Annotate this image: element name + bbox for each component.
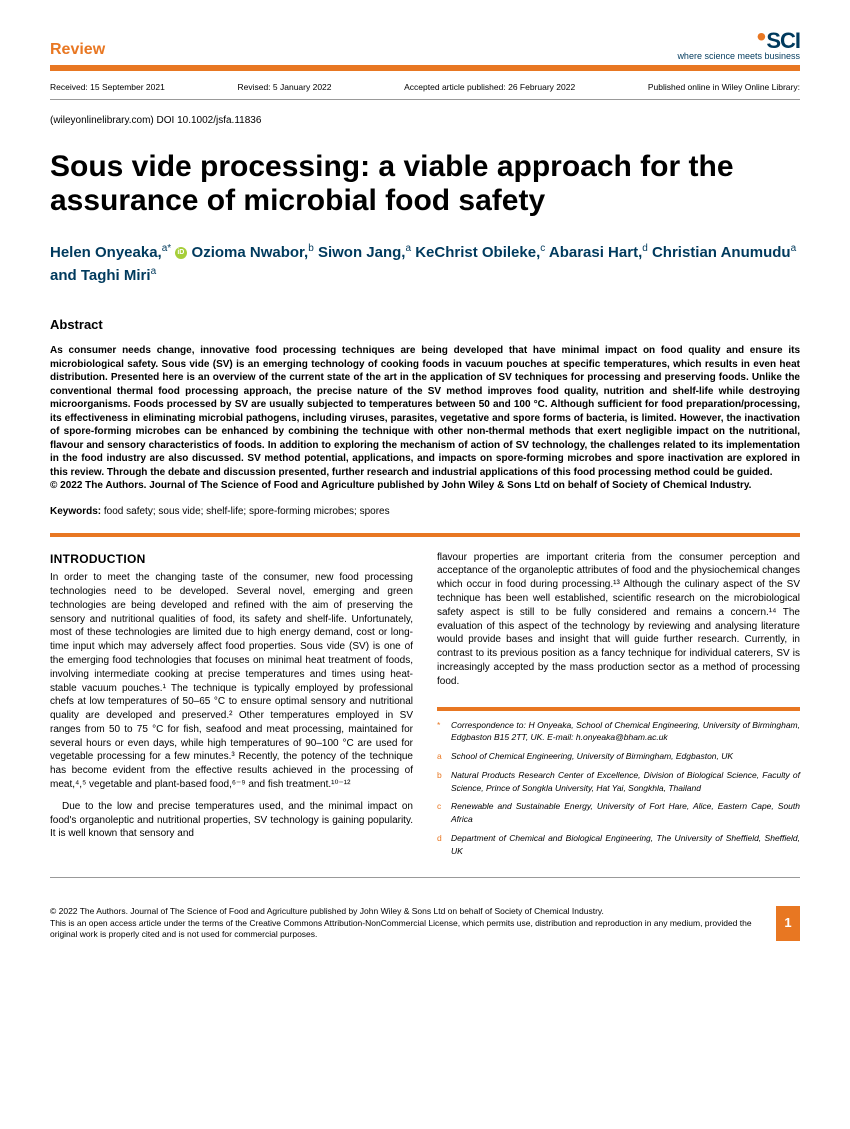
keywords-text: food safety; sous vide; shelf-life; spor…	[101, 506, 389, 517]
footer-rule	[50, 877, 800, 878]
affil-c: Renewable and Sustainable Energy, Univer…	[451, 800, 800, 826]
top-row: Review •SCI where science meets business	[50, 30, 800, 61]
correspondence: Correspondence to: H Onyeaka, School of …	[451, 719, 800, 745]
published-date: Published online in Wiley Online Library…	[648, 82, 800, 94]
right-column: flavour properties are important criteri…	[437, 551, 800, 864]
intro-p2: Due to the low and precise temperatures …	[50, 800, 413, 841]
affiliations-box: *Correspondence to: H Onyeaka, School of…	[437, 707, 800, 858]
received-date: Received: 15 September 2021	[50, 82, 165, 94]
affil-a: School of Chemical Engineering, Universi…	[451, 750, 733, 763]
page-number-tab: 1	[776, 906, 800, 940]
abstract-text: As consumer needs change, innovative foo…	[50, 345, 800, 478]
revised-date: Revised: 5 January 2022	[237, 82, 331, 94]
logo-tagline: where science meets business	[677, 51, 800, 61]
footer: © 2022 The Authors. Journal of The Scien…	[50, 896, 800, 940]
intro-heading: INTRODUCTION	[50, 551, 413, 568]
body-columns: INTRODUCTION In order to meet the changi…	[50, 551, 800, 864]
affil-b: Natural Products Research Center of Exce…	[451, 769, 800, 795]
keywords-label: Keywords:	[50, 506, 101, 517]
accepted-date: Accepted article published: 26 February …	[404, 82, 575, 94]
thin-rule	[50, 99, 800, 100]
abstract-copyright: © 2022 The Authors. Journal of The Scien…	[50, 480, 751, 491]
review-label: Review	[50, 39, 105, 61]
section-divider	[50, 533, 800, 537]
abstract-body: As consumer needs change, innovative foo…	[50, 344, 800, 493]
footer-license: This is an open access article under the…	[50, 918, 752, 939]
publication-dates: Received: 15 September 2021 Revised: 5 J…	[50, 79, 800, 97]
divider-bar	[50, 65, 800, 71]
keywords: Keywords: food safety; sous vide; shelf-…	[50, 505, 800, 519]
intro-p1: In order to meet the changing taste of t…	[50, 571, 413, 792]
left-column: INTRODUCTION In order to meet the changi…	[50, 551, 413, 864]
author-list: Helen Onyeaka,a* Ozioma Nwabor,b Siwon J…	[50, 241, 800, 288]
footer-copyright: © 2022 The Authors. Journal of The Scien…	[50, 906, 604, 916]
article-title: Sous vide processing: a viable approach …	[50, 150, 800, 219]
affil-d: Department of Chemical and Biological En…	[451, 832, 800, 858]
doi-line: (wileyonlinelibrary.com) DOI 10.1002/jsf…	[50, 114, 800, 128]
footer-text: © 2022 The Authors. Journal of The Scien…	[50, 906, 766, 940]
page-container: Review •SCI where science meets business…	[0, 0, 850, 961]
abstract-heading: Abstract	[50, 316, 800, 334]
sci-logo: •SCI where science meets business	[677, 30, 800, 61]
intro-p3: flavour properties are important criteri…	[437, 551, 800, 689]
